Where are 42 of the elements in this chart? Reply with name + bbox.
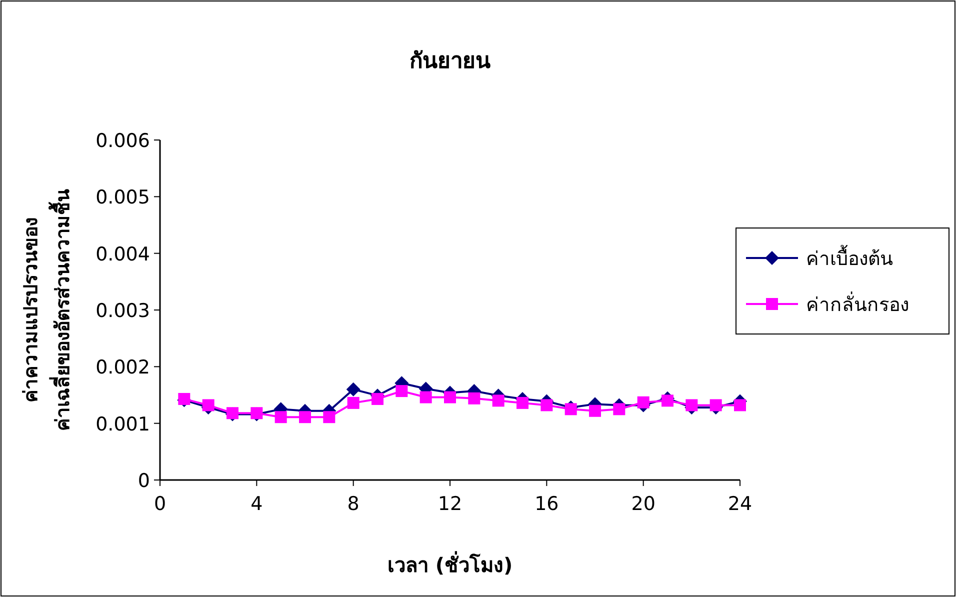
x-tick-label: 12 (438, 493, 462, 515)
point (637, 396, 650, 408)
y-tick-label: 0.003 (96, 300, 150, 322)
point (444, 391, 456, 404)
point (323, 411, 336, 424)
point (346, 382, 360, 396)
y-tick-label: 0.001 (96, 413, 150, 436)
x-tick-label: 0 (154, 493, 166, 515)
point (420, 391, 432, 404)
point (178, 392, 190, 405)
point (613, 403, 626, 416)
point (372, 392, 384, 405)
y-tick-label: 0.004 (96, 243, 150, 266)
point (202, 399, 214, 412)
point (468, 392, 480, 404)
y-tick-label: 0.005 (96, 186, 150, 209)
y-tick-label: 0.006 (96, 130, 150, 152)
point (710, 399, 722, 412)
y-axis-title: ค่าความแปรปรวนของ ค่าเฉลี่ยของอัตรส่วนความชื้น (20, 189, 74, 431)
point (686, 399, 698, 412)
legend-label: ค่าเบื้องต้น (806, 245, 893, 270)
point (734, 399, 746, 412)
x-tick-label: 24 (728, 493, 752, 515)
point (396, 385, 408, 398)
y-tick-label: 0 (138, 470, 150, 492)
legend-label: ค่ากลั่นกรอง (806, 291, 909, 316)
point (274, 411, 287, 424)
x-tick-label: 16 (534, 493, 559, 515)
point (492, 394, 504, 407)
point (589, 404, 601, 417)
x-tick-label: 4 (250, 493, 263, 515)
point (516, 396, 528, 409)
point (347, 396, 360, 409)
chart-title: กันยายน (410, 49, 490, 74)
point (299, 411, 311, 424)
y-tick-label: 0.002 (96, 356, 150, 379)
x-axis-title: เวลา (ชั่วโมง) (387, 550, 513, 577)
x-tick-label: 8 (347, 493, 360, 515)
point (564, 403, 577, 416)
point (540, 399, 553, 412)
x-tick-label: 20 (631, 493, 656, 515)
point (662, 394, 674, 407)
